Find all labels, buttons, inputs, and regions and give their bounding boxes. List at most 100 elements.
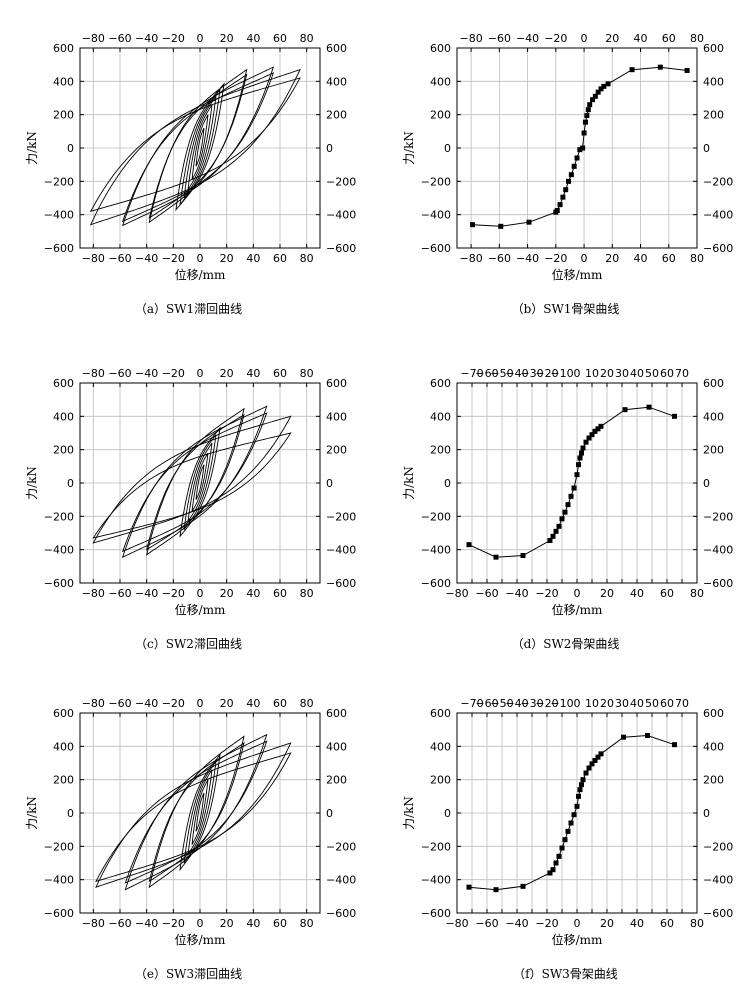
chart5-tick-label-x-top: 40: [630, 697, 644, 710]
chart4-y-axis-label: 力/kN: [25, 796, 39, 830]
chart5-tick-label-y-right: 600: [703, 707, 724, 720]
chart1-tick-label-x-top: −80: [460, 32, 483, 45]
chart4-tick-label-x-bottom: 20: [220, 917, 234, 930]
chart3-tick-label-x-top: 60: [660, 367, 674, 380]
chart-panel-b: −80 −60 −40 −20 0 20 40 60 80 −80 −60 −40 −20 0 20 40 60…: [377, 10, 754, 338]
chart3-data-point: [592, 428, 598, 434]
chart2-tick-label-y-right: 400: [326, 410, 347, 423]
chart0-tick-label-x-bottom: 20: [220, 252, 234, 265]
chart3-tick-label-x-bottom: 20: [600, 587, 614, 600]
chart-b-svg: −80 −60 −40 −20 0 20 40 60 80−80 −60 −40 −20 0 20 40 60…: [402, 32, 733, 282]
chart1-data-point: [584, 113, 590, 118]
chart1-data-point: [657, 64, 663, 70]
chart1-data-point: [571, 163, 577, 169]
chart2-tick-label-x-top: −20: [162, 367, 185, 380]
chart0-tick-label-x-top: 60: [273, 32, 287, 45]
chart4-tick-label-x-top: −40: [135, 697, 158, 710]
chart3-tick-label-x-bottom: −80: [445, 587, 468, 600]
chart1-tick-label-x-bottom: 60: [662, 252, 676, 265]
chart3-tick-label-x-bottom: 60: [660, 587, 674, 600]
chart0-tick-label-y-left: −600: [44, 242, 74, 255]
chart5-tick-label-x-bottom: 40: [630, 917, 644, 930]
chart4-tick-label-x-bottom: 80: [300, 917, 314, 930]
chart5-data-point: [583, 770, 589, 776]
chart5-y-axis-label: 力/kN: [402, 796, 416, 830]
chart-d-caption: （d）SW2骨架曲线: [511, 637, 620, 651]
chart2-hysteresis-loop: [92, 432, 292, 539]
chart0-tick-label-x-top: 0: [197, 32, 204, 45]
chart3-tick-label-y-right: 400: [703, 410, 724, 423]
chart1-data-point: [580, 145, 586, 151]
chart2-tick-label-x-bottom: −60: [108, 587, 131, 600]
chart3-tick-label-x-top: 50: [645, 367, 659, 380]
chart2-tick-label-x-top: 80: [300, 367, 314, 380]
chart2-tick-label-x-bottom: 80: [300, 587, 314, 600]
chart1-data-point: [587, 102, 593, 108]
chart2-tick-label-x-bottom: 60: [273, 587, 287, 600]
chart4-tick-label-x-bottom: −60: [108, 917, 131, 930]
chart4-tick-label-x-top: −60: [108, 697, 131, 710]
chart3-tick-label-y-left: 0: [444, 477, 451, 490]
chart3-tick-label-x-top: 30: [615, 367, 629, 380]
chart4-tick-label-x-bottom: −20: [162, 917, 185, 930]
chart2-x-axis-label: 位移/mm: [175, 602, 226, 617]
chart1-x-axis-label: 位移/mm: [552, 267, 603, 282]
chart-c-caption: （c）SW2滞回曲线: [135, 637, 242, 651]
chart5-tick-label-x-bottom: −60: [475, 917, 498, 930]
chart1-data-point: [470, 222, 476, 228]
chart3-data-point: [571, 485, 577, 491]
chart5-tick-label-x-top: −50: [490, 697, 513, 710]
chart3-x-axis-label: 位移/mm: [552, 602, 603, 617]
chart4-tick-label-y-left: 0: [67, 807, 74, 820]
chart2-hysteresis-loop: [92, 415, 292, 544]
chart2-tick-label-x-top: −40: [135, 367, 158, 380]
chart5-data-point: [520, 883, 526, 889]
chart0-tick-label-y-left: −400: [44, 209, 74, 222]
chart3-data-point: [466, 542, 472, 548]
chart0-hysteresis-loop: [89, 68, 301, 226]
chart0-tick-label-y-left: −200: [44, 175, 74, 188]
chart0-hysteresis-loop: [148, 73, 248, 219]
chart4-tick-label-y-right: −600: [326, 907, 356, 920]
chart0-hysteresis-loop: [195, 127, 205, 167]
chart4-hysteresis-loop: [95, 752, 292, 883]
chart5-data-point: [580, 777, 586, 783]
chart5-tick-label-x-top: −30: [520, 697, 543, 710]
chart4-hysteresis-loop: [95, 742, 292, 888]
chart4-tick-label-y-left: 200: [53, 774, 74, 787]
chart0-tick-label-x-top: 80: [300, 32, 314, 45]
chart5-tick-label-y-left: 0: [444, 807, 451, 820]
chart0-tick-label-y-right: −200: [326, 175, 356, 188]
chart5-tick-label-x-bottom: −40: [505, 917, 528, 930]
chart4-hysteresis-loop: [187, 769, 213, 855]
chart0-tick-label-y-left: 200: [53, 109, 74, 122]
chart-a-svg: −80 −60 −40 −20 0 20 40 60 80−80 −60 −40 −20 0 20 40 60…: [25, 32, 356, 282]
chart1-tick-label-x-top: 20: [605, 32, 619, 45]
chart3-data-point: [577, 455, 583, 461]
chart1-data-point: [577, 147, 583, 153]
chart4-tick-label-y-left: −200: [44, 840, 74, 853]
chart3-tick-label-x-top: 0: [574, 367, 581, 380]
chart1-data-point: [568, 172, 574, 178]
chart1-tick-label-x-bottom: 80: [690, 252, 704, 265]
chart-e-caption: （e）SW3滞回曲线: [134, 967, 243, 981]
chart4-tick-label-y-right: 200: [326, 774, 347, 787]
chart3-data-point: [646, 404, 652, 410]
chart0-tick-label-y-left: 600: [53, 42, 74, 55]
chart2-tick-label-x-bottom: 20: [220, 587, 234, 600]
chart2-tick-label-y-right: 600: [326, 377, 347, 390]
chart1-tick-label-x-bottom: −80: [460, 252, 483, 265]
chart1-data-point: [581, 130, 587, 136]
chart3-tick-label-x-top: 40: [630, 367, 644, 380]
chart5-tick-label-x-top: −20: [535, 697, 558, 710]
chart3-data-point: [672, 413, 677, 419]
chart1-tick-label-x-bottom: 0: [581, 252, 588, 265]
chart1-tick-label-x-top: −40: [516, 32, 539, 45]
chart3-tick-label-x-top: −20: [535, 367, 558, 380]
chart3-tick-label-x-bottom: −60: [475, 587, 498, 600]
chart3-data-point: [586, 435, 592, 441]
chart5-tick-label-y-left: 600: [430, 707, 451, 720]
chart4-tick-label-y-right: −400: [326, 874, 356, 887]
chart3-data-point: [565, 502, 571, 508]
chart5-tick-label-x-bottom: 80: [690, 917, 704, 930]
